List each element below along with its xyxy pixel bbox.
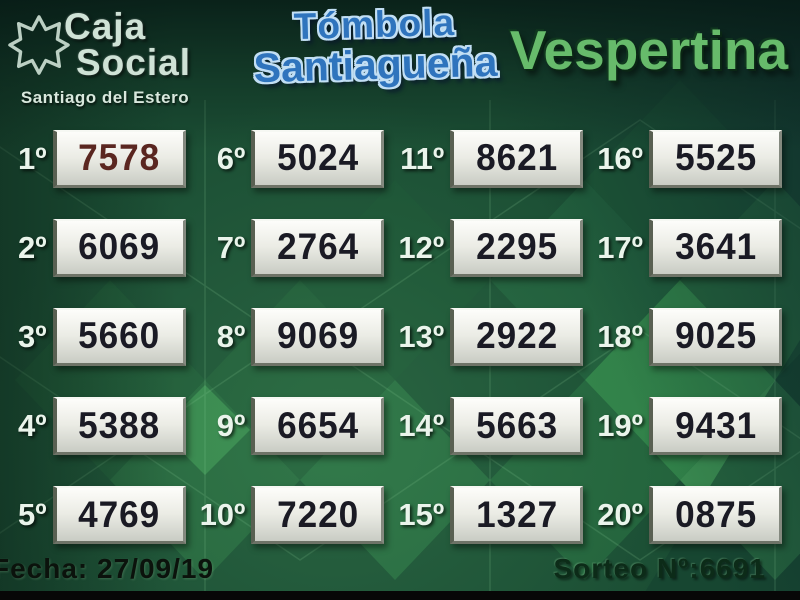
draw-date-value: 27/09/19	[97, 553, 215, 584]
result-cell-10: 10º 7220	[200, 471, 399, 560]
prize-number-box: 7578	[52, 129, 186, 188]
prize-position-label: 18º	[597, 318, 643, 354]
prize-position-label: 3º	[17, 318, 47, 354]
prize-number-box: 0875	[649, 486, 782, 545]
prize-number: 9431	[675, 404, 757, 446]
results-grid: 1º 7578 6º 5024 11º 8621 16º 5525 2º 606…	[4, 114, 796, 560]
prize-position-label: 8º	[216, 318, 246, 354]
result-cell-20: 20º 0875	[597, 471, 796, 560]
logo-text-social: Social	[76, 42, 191, 83]
prize-number: 5388	[78, 404, 161, 446]
result-cell-18: 18º 9025	[597, 292, 796, 381]
result-cell-6: 6º 5024	[200, 114, 399, 203]
result-cell-13: 13º 2922	[398, 292, 597, 381]
prize-position-label: 12º	[398, 229, 445, 265]
prize-number: 1327	[476, 493, 559, 535]
result-cell-8: 8º 9069	[200, 292, 399, 381]
result-cell-19: 19º 9431	[597, 382, 796, 471]
prize-number-box: 5660	[52, 307, 186, 366]
result-cell-16: 16º 5525	[597, 114, 796, 203]
prize-position-label: 19º	[597, 408, 643, 444]
prize-number-box: 1327	[450, 486, 584, 545]
prize-position-label: 15º	[398, 497, 445, 533]
prize-number: 2764	[277, 226, 360, 268]
result-cell-14: 14º 5663	[398, 382, 597, 471]
result-cell-7: 7º 2764	[200, 203, 399, 292]
result-cell-12: 12º 2295	[398, 203, 597, 292]
program-title: Tómbola Santiagueña	[237, 0, 513, 92]
result-cell-4: 4º 5388	[4, 382, 200, 471]
prize-position-label: 11º	[400, 140, 445, 176]
prize-number: 5024	[277, 137, 360, 179]
prize-number: 5525	[675, 137, 757, 179]
prize-number: 6069	[78, 226, 161, 268]
prize-number-box: 9431	[649, 397, 782, 456]
prize-number: 7578	[78, 137, 161, 179]
result-cell-3: 3º 5660	[4, 292, 200, 381]
caja-social-logo: Caja Social Santiago del Estero	[2, 4, 242, 114]
prize-position-label: 14º	[398, 408, 445, 444]
draw-number: Sorteo Nº:6691	[553, 553, 766, 585]
prize-number-box: 4769	[52, 486, 186, 545]
draw-date: Fecha: 27/09/19	[0, 553, 214, 585]
logo-subtitle: Santiago del Estero	[20, 88, 190, 107]
prize-number: 8621	[476, 137, 559, 179]
prize-number-box: 5388	[52, 397, 186, 456]
prize-number-box: 5663	[450, 397, 584, 456]
draw-date-label: Fecha:	[0, 553, 89, 584]
prize-number-box: 8621	[450, 129, 584, 188]
result-cell-2: 2º 6069	[4, 203, 200, 292]
result-cell-5: 5º 4769	[4, 471, 200, 560]
result-cell-9: 9º 6654	[200, 382, 399, 471]
prize-number: 7220	[277, 493, 360, 535]
program-title-line2: Santiagueña	[253, 38, 498, 92]
prize-number-box: 7220	[251, 486, 385, 545]
prize-position-label: 6º	[216, 140, 246, 176]
prize-number: 2922	[476, 315, 559, 357]
prize-position-label: 10º	[199, 497, 246, 533]
prize-position-label: 16º	[597, 140, 643, 176]
prize-position-label: 17º	[597, 229, 643, 265]
prize-number-box: 6654	[251, 397, 385, 456]
result-cell-1: 1º 7578	[4, 114, 200, 203]
logo-text-caja: Caja	[64, 6, 147, 47]
prize-number: 2295	[476, 226, 559, 268]
prize-number: 6654	[277, 404, 360, 446]
prize-number: 4769	[78, 493, 161, 535]
prize-position-label: 9º	[216, 408, 246, 444]
prize-number-box: 2764	[251, 218, 385, 277]
prize-number-box: 5525	[649, 129, 782, 188]
draw-number-label: Sorteo Nº:	[553, 553, 700, 584]
edition-title: Vespertina	[509, 19, 789, 81]
prize-number: 5663	[476, 404, 559, 446]
prize-number: 9025	[675, 315, 757, 357]
prize-position-label: 2º	[17, 229, 47, 265]
prize-position-label: 7º	[216, 229, 246, 265]
prize-number-box: 3641	[649, 218, 782, 277]
prize-number-box: 5024	[251, 129, 385, 188]
prize-number: 5660	[78, 315, 161, 357]
prize-position-label: 4º	[17, 408, 47, 444]
result-cell-11: 11º 8621	[398, 114, 597, 203]
result-cell-17: 17º 3641	[597, 203, 796, 292]
bottom-black-bar	[0, 591, 800, 600]
prize-position-label: 20º	[597, 497, 643, 533]
prize-number-box: 6069	[52, 218, 186, 277]
prize-number-box: 9069	[251, 307, 385, 366]
prize-number-box: 2295	[450, 218, 584, 277]
result-cell-15: 15º 1327	[398, 471, 597, 560]
prize-number: 0875	[675, 493, 757, 535]
prize-number: 3641	[675, 226, 757, 268]
prize-number-box: 2922	[450, 307, 584, 366]
prize-position-label: 1º	[17, 140, 47, 176]
draw-number-value: 6691	[699, 553, 766, 584]
prize-position-label: 13º	[398, 318, 445, 354]
prize-position-label: 5º	[17, 497, 47, 533]
prize-number-box: 9025	[649, 307, 782, 366]
prize-number: 9069	[277, 315, 360, 357]
caja-social-star-icon	[8, 15, 70, 75]
